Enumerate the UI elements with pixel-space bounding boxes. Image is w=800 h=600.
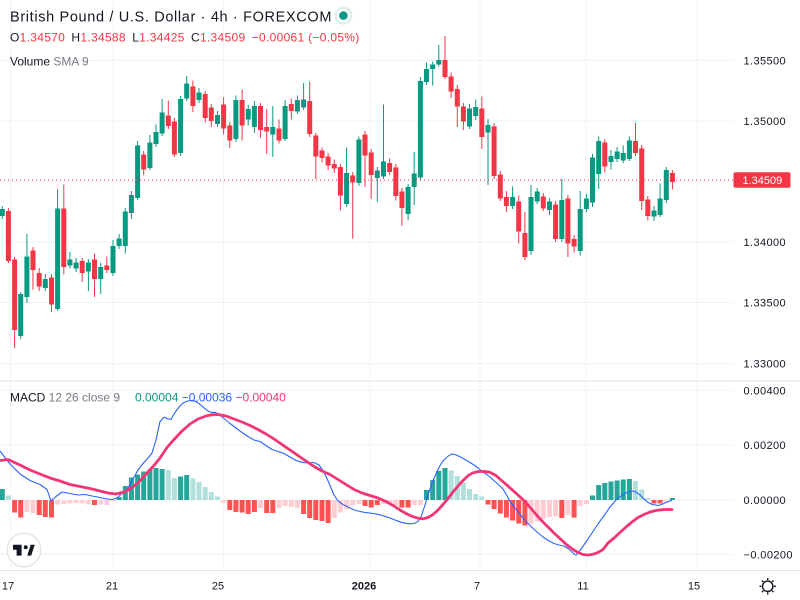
svg-text:0.00200: 0.00200: [744, 440, 787, 452]
svg-text:25: 25: [212, 581, 224, 593]
svg-text:0.00000: 0.00000: [744, 495, 787, 507]
svg-text:1.35000: 1.35000: [744, 116, 787, 128]
svg-text:0.00004 −0.00036 −0.00040: 0.00004 −0.00036 −0.00040: [135, 391, 286, 405]
svg-text:1.33500: 1.33500: [744, 298, 787, 310]
svg-text:2026: 2026: [352, 581, 376, 593]
svg-text:British Pound / U.S. Dollar ·: British Pound / U.S. Dollar · 4h · FOREX…: [10, 9, 332, 25]
svg-text:1.35500: 1.35500: [744, 56, 787, 68]
svg-text:MACD 12 26 close 9: MACD 12 26 close 9: [10, 391, 120, 405]
svg-text:7: 7: [474, 581, 480, 593]
svg-text:1.33000: 1.33000: [744, 359, 787, 371]
svg-text:O1.34570 H1.34588 L1.34425 C1.: O1.34570 H1.34588 L1.34425 C1.34509 −0.0…: [10, 30, 360, 44]
svg-text:1.34000: 1.34000: [744, 237, 787, 249]
svg-text:0.00400: 0.00400: [744, 385, 787, 397]
svg-text:1.34509: 1.34509: [743, 175, 783, 187]
svg-text:17: 17: [2, 581, 14, 593]
svg-text:21: 21: [106, 581, 118, 593]
svg-text:Volume SMA 9: Volume SMA 9: [10, 55, 89, 69]
svg-text:15: 15: [688, 581, 700, 593]
svg-text:11: 11: [577, 581, 588, 593]
svg-text:−0.00200: −0.00200: [744, 550, 793, 562]
